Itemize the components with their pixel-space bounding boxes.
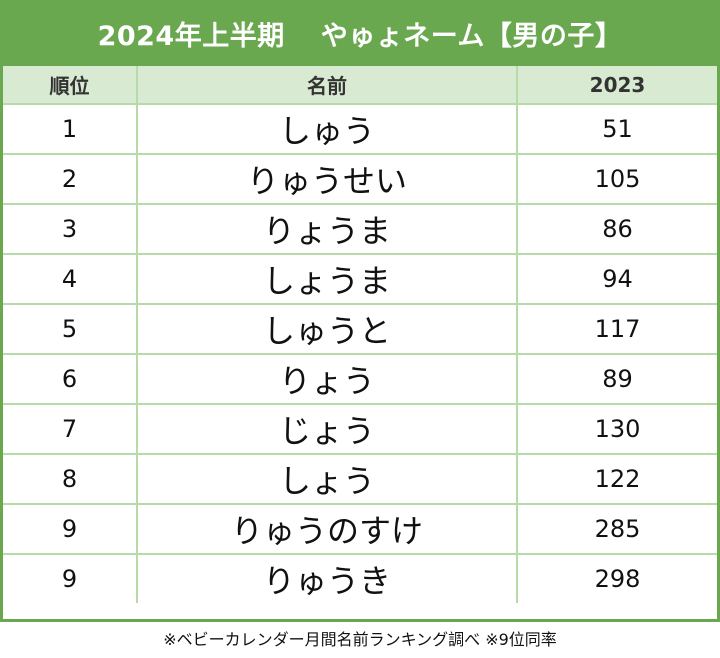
name-cell: しょう bbox=[136, 453, 518, 505]
table-frame bbox=[0, 0, 720, 622]
header-name: 名前 bbox=[136, 66, 518, 105]
header-rank: 順位 bbox=[3, 66, 138, 105]
table-row: 7 じょう 130 bbox=[3, 403, 717, 455]
rank-cell: 7 bbox=[3, 403, 138, 455]
title-subject: やゅょネーム【男の子】 bbox=[320, 20, 623, 52]
name-cell: りょう bbox=[136, 353, 518, 405]
name-cell: りゅうのすけ bbox=[136, 503, 518, 555]
table-row: 4 しょうま 94 bbox=[3, 253, 717, 305]
table-row: 8 しょう 122 bbox=[3, 453, 717, 505]
prev-rank-cell: 130 bbox=[516, 403, 717, 455]
prev-rank-cell: 117 bbox=[516, 303, 717, 355]
rank-cell: 8 bbox=[3, 453, 138, 505]
title-period: 2024年上半期 bbox=[97, 20, 285, 52]
ranking-table: 順位 名前 2023 1 しゅう 51 2 りゅうせい 105 3 りょうま 8… bbox=[3, 66, 717, 603]
page-title: 2024年上半期 やゅょネーム【男の子】 bbox=[0, 0, 720, 66]
rank-cell: 6 bbox=[3, 353, 138, 405]
table-row: 9 りゅうき 298 bbox=[3, 553, 717, 603]
name-cell: しゅう bbox=[136, 103, 518, 155]
table-row: 3 りょうま 86 bbox=[3, 203, 717, 255]
source-caption: ※ベビーカレンダー月間名前ランキング調べ ※9位同率 bbox=[163, 630, 557, 649]
table-row: 9 りゅうのすけ 285 bbox=[3, 503, 717, 555]
prev-rank-cell: 86 bbox=[516, 203, 717, 255]
header-row: 順位 名前 2023 bbox=[3, 66, 717, 105]
name-cell: りょうま bbox=[136, 203, 518, 255]
table-row: 5 しゅうと 117 bbox=[3, 303, 717, 355]
rank-cell: 9 bbox=[3, 503, 138, 555]
table-row: 1 しゅう 51 bbox=[3, 103, 717, 155]
rank-cell: 9 bbox=[3, 553, 138, 603]
rank-cell: 4 bbox=[3, 253, 138, 305]
prev-rank-cell: 51 bbox=[516, 103, 717, 155]
rank-cell: 3 bbox=[3, 203, 138, 255]
name-cell: しょうま bbox=[136, 253, 518, 305]
rank-cell: 2 bbox=[3, 153, 138, 205]
table-row: 2 りゅうせい 105 bbox=[3, 153, 717, 205]
name-cell: じょう bbox=[136, 403, 518, 455]
prev-rank-cell: 285 bbox=[516, 503, 717, 555]
prev-rank-cell: 122 bbox=[516, 453, 717, 505]
header-prev-year: 2023 bbox=[516, 66, 717, 105]
prev-rank-cell: 298 bbox=[516, 553, 717, 603]
name-cell: りゅうせい bbox=[136, 153, 518, 205]
rank-cell: 1 bbox=[3, 103, 138, 155]
name-cell: しゅうと bbox=[136, 303, 518, 355]
table-row: 6 りょう 89 bbox=[3, 353, 717, 405]
prev-rank-cell: 89 bbox=[516, 353, 717, 405]
prev-rank-cell: 94 bbox=[516, 253, 717, 305]
rank-cell: 5 bbox=[3, 303, 138, 355]
prev-rank-cell: 105 bbox=[516, 153, 717, 205]
name-cell: りゅうき bbox=[136, 553, 518, 603]
